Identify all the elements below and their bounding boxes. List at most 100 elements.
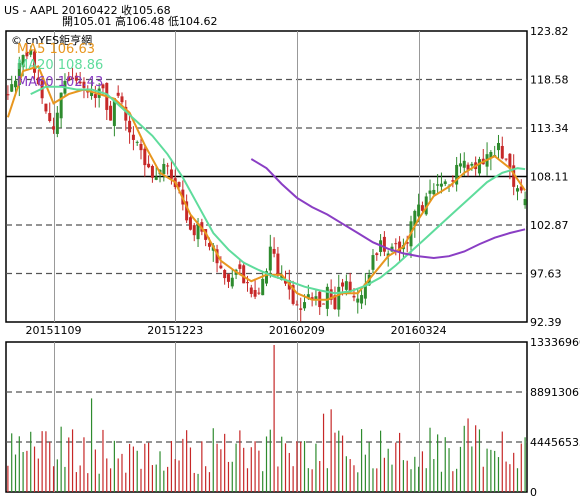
candle-body [188, 217, 192, 230]
candle-body [139, 143, 143, 151]
candle-body [131, 134, 135, 140]
candle-body [185, 201, 189, 221]
candle-body [59, 92, 63, 119]
candle-body [276, 253, 280, 276]
candle-body [417, 204, 421, 217]
candle-body [162, 163, 166, 175]
price-tick-label: 123.82 [530, 25, 569, 38]
candle-body [458, 163, 462, 167]
brand-watermark: © cnYES鉅亨網 [11, 34, 93, 47]
candle-body [33, 51, 37, 73]
candle-body [44, 103, 48, 112]
candle-body [314, 296, 318, 301]
candle-body [36, 77, 40, 85]
candle-body [306, 294, 310, 299]
candle-body [382, 236, 386, 252]
candle-body [14, 80, 18, 88]
ma20-line [30, 85, 526, 295]
candle-body [394, 243, 398, 245]
candle-body [428, 190, 432, 194]
candle-body [512, 165, 516, 187]
candle-body [219, 265, 223, 269]
volume-tick-label: 0 [530, 486, 537, 499]
price-tick-label: 102.87 [530, 219, 569, 232]
candle-body [344, 281, 348, 290]
legend-ma5: MA5 106.63 [17, 42, 95, 57]
candle-body [519, 186, 523, 191]
candle-body [154, 176, 158, 180]
candle-body [192, 225, 196, 236]
candle-body [363, 283, 367, 299]
candle-body [6, 94, 10, 96]
candle-body [93, 94, 97, 99]
candle-body [25, 51, 29, 57]
candle-body [398, 241, 402, 253]
candle-body [508, 153, 512, 169]
candle-body [120, 96, 124, 103]
candle-body [477, 159, 481, 174]
candle-body [341, 282, 345, 287]
candle-body [143, 148, 147, 166]
candle-body [109, 105, 113, 121]
price-tick-label: 97.63 [530, 267, 562, 280]
price-tick-label: 92.39 [530, 316, 562, 329]
candle-body [249, 287, 253, 294]
candle-body [21, 55, 25, 68]
candle-body [135, 141, 139, 143]
candle-body [223, 270, 227, 279]
volume-tick-label: 44456533 [530, 436, 580, 449]
candle-body [462, 160, 466, 168]
candle-body [257, 292, 261, 294]
candle-body [386, 253, 390, 257]
candle-body [48, 113, 52, 122]
candle-body [101, 84, 105, 89]
candle-body [230, 277, 234, 287]
candle-body [424, 196, 428, 215]
legend-ma20: MA20 108.86 [17, 58, 104, 73]
candle-body [500, 145, 504, 159]
candle-body [451, 180, 455, 182]
candle-body [238, 264, 242, 269]
candle-body [439, 183, 443, 187]
legend-ma60: MA60 102.43 [17, 75, 104, 90]
candle-body [265, 271, 268, 284]
candle-body [496, 143, 500, 151]
price-tick-label: 118.58 [530, 74, 569, 87]
candle-body [322, 303, 326, 305]
candle-body [432, 189, 436, 195]
candle-body [466, 164, 470, 170]
date-tick-label: 20160209 [269, 324, 325, 337]
candle-body [375, 253, 379, 256]
candle-body [325, 286, 329, 309]
candle-body [74, 75, 78, 81]
candle-body [169, 169, 173, 179]
candle-body [515, 188, 519, 192]
candle-body [261, 278, 265, 296]
candle-body [272, 248, 276, 254]
candle-body [280, 275, 284, 280]
candle-body [405, 242, 409, 244]
candle-body [215, 249, 219, 264]
candle-body [303, 302, 307, 309]
candle-body [17, 62, 21, 85]
candle-body [177, 182, 181, 187]
candle-body [112, 98, 116, 126]
candle-body [329, 289, 333, 300]
candle-body [78, 81, 82, 84]
candle-body [29, 49, 33, 55]
candle-body [71, 77, 75, 80]
candle-body [67, 76, 71, 81]
axis-tick-labels: 123.82 118.58 113.34 108.11 102.87 97.63 92.39… [26, 25, 580, 499]
candle-body [242, 265, 246, 284]
candle-body [147, 163, 151, 168]
candle-body [55, 112, 59, 134]
candle-body [245, 282, 249, 284]
candle-body [337, 286, 341, 310]
volume-tick-label: 133369600 [530, 336, 580, 349]
candle-body [360, 295, 364, 304]
candle-body [333, 295, 337, 310]
candle-body [226, 274, 230, 282]
candle-body [90, 91, 94, 97]
candle-body [52, 126, 56, 130]
